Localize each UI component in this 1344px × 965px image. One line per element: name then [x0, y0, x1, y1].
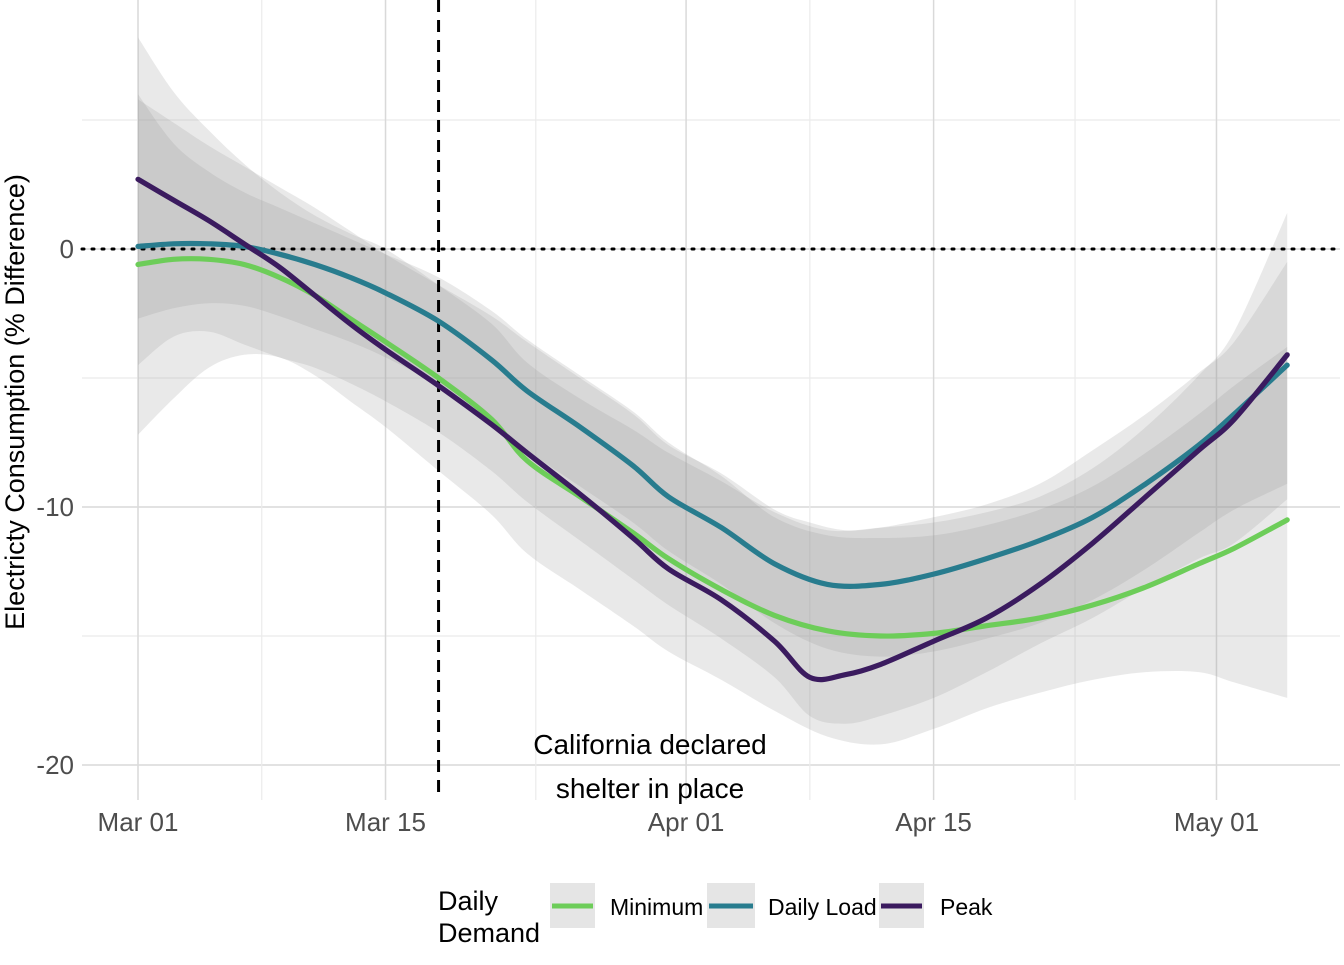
legend-label-minimum: Minimum	[610, 894, 703, 920]
series-lines	[135, 176, 1290, 683]
y-tick-label: -20	[36, 750, 74, 780]
confidence-band-minimum	[138, 37, 1288, 745]
legend-items: Minimum Daily Load Peak	[550, 883, 993, 928]
legend-title-line-1: Daily	[438, 886, 499, 916]
gridlines	[82, 0, 1340, 800]
confidence-bands	[138, 37, 1288, 745]
y-axis-title: Electricty Consumption (% Difference)	[0, 174, 30, 630]
x-tick-label: Mar 15	[345, 807, 426, 837]
legend: Daily Demand Minimum Daily Load Peak	[438, 883, 993, 948]
reference-lines	[80, 0, 1342, 800]
x-tick-label: Mar 01	[98, 807, 179, 837]
series-line-daily-load	[135, 240, 1290, 589]
legend-label-peak: Peak	[940, 894, 993, 920]
confidence-band-peak	[138, 99, 1288, 724]
x-tick-label: Apr 01	[648, 807, 725, 837]
confidence-band-daily-load	[138, 94, 1288, 657]
annotation-line-1: California declared	[533, 729, 766, 760]
axis-ticks: Mar 01 Mar 15 Apr 01 Apr 15 May 01 0 -10 -20	[36, 234, 1259, 837]
annotation-line-2: shelter in place	[556, 773, 744, 804]
x-tick-label: Apr 15	[895, 807, 972, 837]
legend-title-line-2: Demand	[438, 918, 540, 948]
y-tick-label: -10	[36, 492, 74, 522]
x-tick-label: May 01	[1174, 807, 1259, 837]
series-line-peak	[135, 176, 1290, 683]
series-line-minimum	[135, 256, 1290, 639]
y-tick-label: 0	[60, 234, 74, 264]
legend-label-daily-load: Daily Load	[768, 894, 877, 920]
